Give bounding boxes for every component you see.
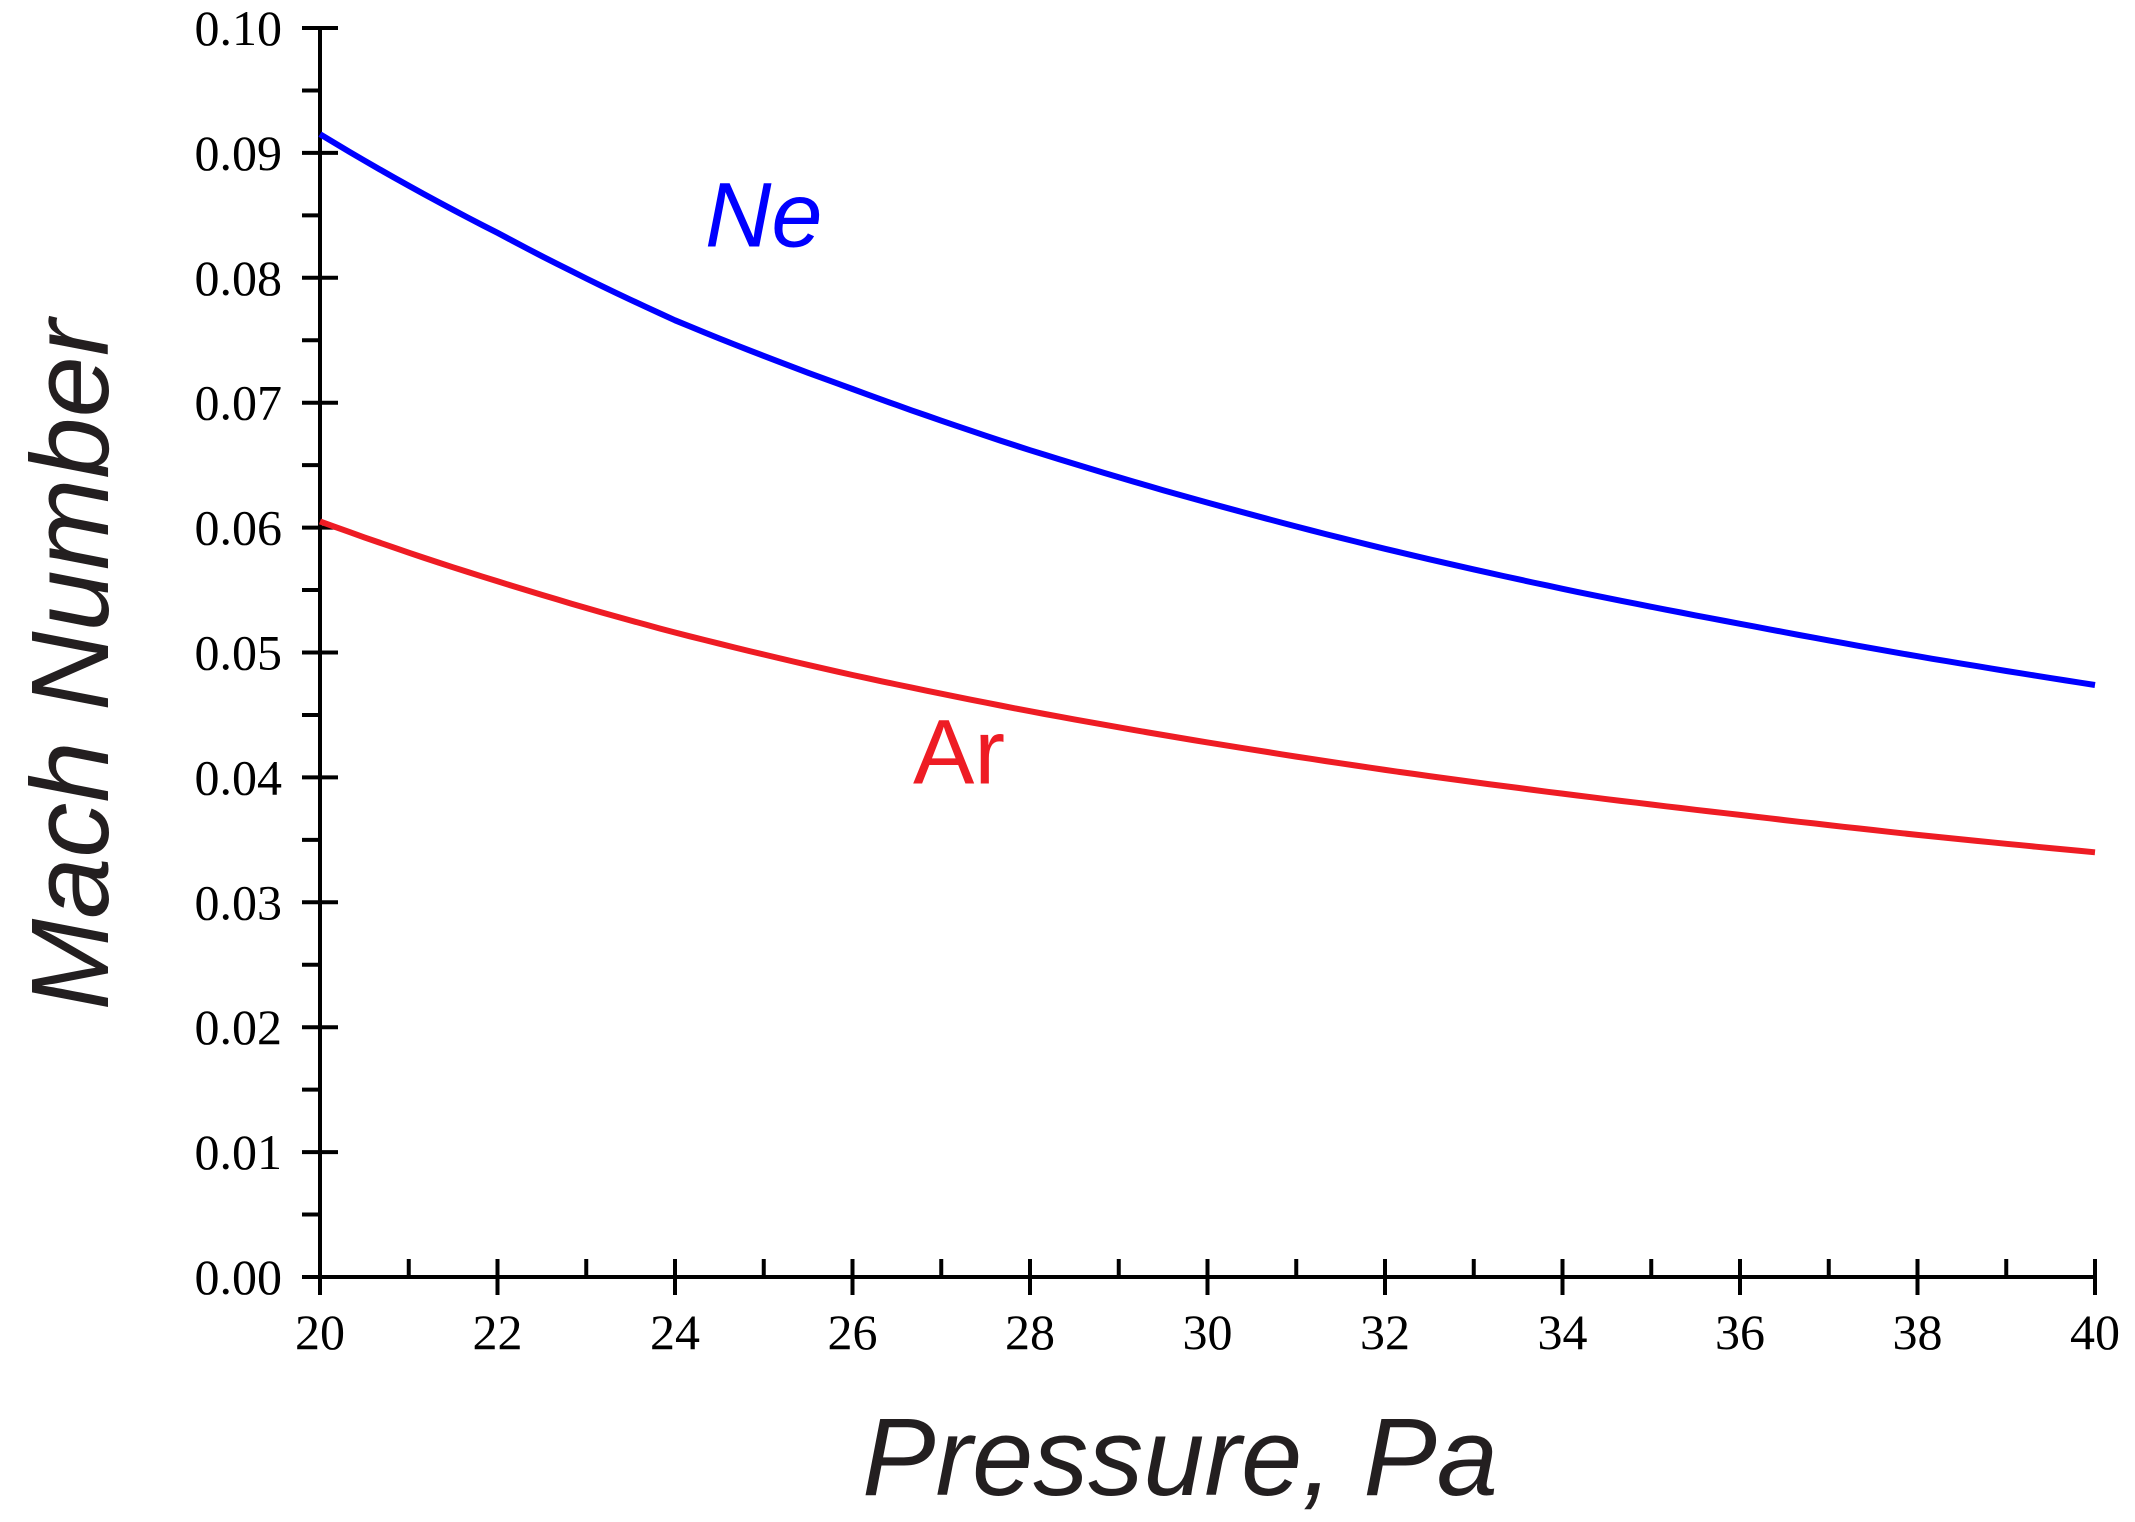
x-tick-label: 40 <box>2070 1304 2120 1360</box>
series-label-ne: Ne <box>705 165 823 267</box>
y-tick-label: 0.09 <box>195 125 283 181</box>
x-tick-label: 26 <box>828 1304 878 1360</box>
x-tick-label: 38 <box>1893 1304 1943 1360</box>
x-tick-label: 28 <box>1005 1304 1055 1360</box>
series-label-ar: Ar <box>913 702 1005 804</box>
y-tick-label: 0.04 <box>195 749 283 805</box>
y-tick-label: 0.10 <box>195 0 283 56</box>
y-tick-label: 0.01 <box>195 1124 283 1180</box>
y-tick-label: 0.02 <box>195 999 283 1055</box>
y-tick-label: 0.06 <box>195 500 283 556</box>
series-line-ne <box>318 131 2096 688</box>
x-tick-label: 20 <box>295 1304 345 1360</box>
y-axis-title: Mach Number <box>9 315 132 1010</box>
y-tick-label: 0.03 <box>195 874 283 930</box>
x-tick-label: 24 <box>650 1304 700 1360</box>
x-tick-label: 36 <box>1715 1304 1765 1360</box>
y-tick-label: 0.05 <box>195 625 283 681</box>
x-tick-label: 32 <box>1360 1304 1410 1360</box>
y-tick-labels: 0.00 0.01 0.02 0.03 0.04 0.05 0.06 0.07 0.08 0.09… <box>195 0 283 1305</box>
y-tick-label: 0.08 <box>195 250 283 306</box>
x-tick-labels: 20 22 24 26 28 30 32 34 36 38 40 <box>295 1304 2120 1360</box>
series-lines <box>318 131 2096 856</box>
x-tick-label: 30 <box>1183 1304 1233 1360</box>
y-tick-label: 0.00 <box>195 1249 283 1305</box>
x-tick-label: 34 <box>1538 1304 1588 1360</box>
x-tick-label: 22 <box>473 1304 523 1360</box>
y-tick-label: 0.07 <box>195 375 283 431</box>
series-annotations: Ne Ar <box>705 165 1005 804</box>
x-axis-title: Pressure, Pa <box>862 1396 1498 1519</box>
axis-ticks <box>302 26 2097 1295</box>
series-line-ar <box>318 518 2096 856</box>
